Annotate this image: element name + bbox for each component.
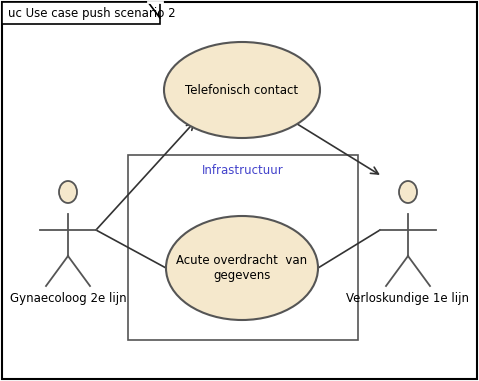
Bar bbox=[2, 2, 160, 24]
Text: Telefonisch contact: Telefonisch contact bbox=[185, 83, 298, 96]
Ellipse shape bbox=[166, 216, 318, 320]
Text: Gynaecoloog 2e lijn: Gynaecoloog 2e lijn bbox=[10, 292, 126, 305]
Text: Acute overdracht  van
gegevens: Acute overdracht van gegevens bbox=[176, 254, 308, 282]
Bar bbox=[128, 155, 358, 340]
Text: Infrastructuur: Infrastructuur bbox=[202, 165, 284, 178]
Text: Verloskundige 1e lijn: Verloskundige 1e lijn bbox=[346, 292, 469, 305]
Ellipse shape bbox=[164, 42, 320, 138]
Ellipse shape bbox=[59, 181, 77, 203]
Text: uc Use case push scenario 2: uc Use case push scenario 2 bbox=[8, 6, 176, 19]
Ellipse shape bbox=[399, 181, 417, 203]
